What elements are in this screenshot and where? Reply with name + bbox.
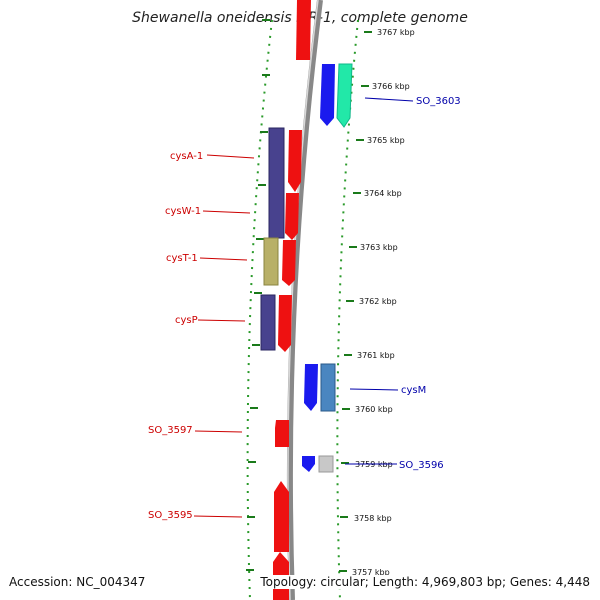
tick-marks	[246, 19, 372, 572]
gene-label-cysA-1: cysA-1	[170, 151, 203, 162]
gene-label-SO_3597: SO_3597	[148, 425, 193, 436]
gene-label-SO_3596: SO_3596	[399, 460, 444, 471]
tick-label: 3767 kbp	[377, 28, 415, 37]
rna-feature	[304, 364, 318, 411]
right-gene-labels	[345, 97, 414, 465]
cds-feature	[285, 193, 299, 240]
tick-label: 3766 kbp	[372, 82, 410, 91]
grey-feature	[318, 455, 334, 473]
steelblue-feature	[320, 363, 336, 412]
outer-dotted-ring	[336, 19, 359, 600]
right-features	[302, 63, 353, 473]
tick-label: 3758 kbp	[354, 514, 392, 523]
tick-label: 3757 kbp	[352, 568, 390, 577]
topology-text: Topology: circular; Length: 4,969,803 bp…	[258, 575, 590, 589]
khaki-feature	[263, 237, 279, 286]
gene-label-cysP: cysP	[175, 315, 198, 326]
rna-feature	[336, 63, 353, 128]
cds-features	[273, 0, 311, 600]
cds-feature	[282, 240, 296, 286]
cds-feature	[275, 420, 289, 447]
gene-label-SO_3595: SO_3595	[148, 510, 193, 521]
rna-feature	[302, 456, 315, 472]
genome-backbone	[286, 0, 323, 600]
tick-label: 3764 kbp	[364, 189, 402, 198]
accession-text: Accession: NC_004347	[9, 575, 146, 589]
navy-feature	[260, 294, 276, 351]
tick-label: 3761 kbp	[357, 351, 395, 360]
gene-label-cysW-1: cysW-1	[165, 206, 201, 217]
left-gene-labels	[193, 154, 255, 518]
tick-label: 3762 kbp	[359, 297, 397, 306]
gene-label-cysM: cysM	[401, 385, 426, 396]
gene-label-SO_3603: SO_3603	[416, 96, 461, 107]
tick-label: 3763 kbp	[360, 243, 398, 252]
tick-label: 3760 kbp	[355, 405, 393, 414]
tick-labels: 3767 kbp 3766 kbp 3765 kbp 3764 kbp 3763…	[352, 28, 415, 577]
tick-label: 3765 kbp	[367, 136, 405, 145]
cds-feature	[278, 295, 292, 352]
cds-feature	[288, 130, 302, 192]
navy-feature	[268, 127, 285, 239]
gene-label-cysT-1: cysT-1	[166, 253, 198, 264]
cds-feature	[296, 0, 311, 60]
cds-feature	[274, 481, 289, 552]
rna-feature	[320, 64, 335, 126]
left-features	[260, 127, 285, 351]
